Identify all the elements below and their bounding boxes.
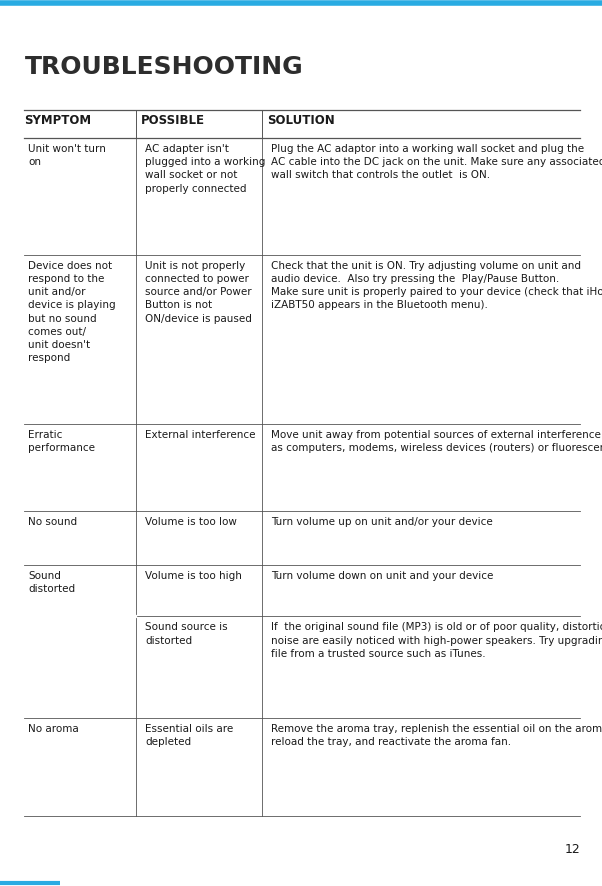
Bar — [24, 615, 136, 618]
Text: Turn volume up on unit and/or your device: Turn volume up on unit and/or your devic… — [271, 517, 493, 527]
Text: SOLUTION: SOLUTION — [267, 114, 335, 127]
Text: External interference: External interference — [145, 431, 255, 440]
Text: AC adapter isn't
plugged into a working
wall socket or not
properly connected: AC adapter isn't plugged into a working … — [145, 144, 265, 194]
Text: Volume is too low: Volume is too low — [145, 517, 237, 527]
Text: Sound
distorted: Sound distorted — [28, 571, 75, 595]
Text: Essential oils are
depleted: Essential oils are depleted — [145, 724, 233, 747]
Text: POSSIBLE: POSSIBLE — [141, 114, 205, 127]
Text: Plug the AC adaptor into a working wall socket and plug the
AC cable into the DC: Plug the AC adaptor into a working wall … — [271, 144, 602, 181]
Text: Erratic
performance: Erratic performance — [28, 431, 95, 454]
Text: Check that the unit is ON. Try adjusting volume on unit and
audio device.  Also : Check that the unit is ON. Try adjusting… — [271, 260, 602, 310]
Text: Unit is not properly
connected to power
source and/or Power
Button is not
ON/dev: Unit is not properly connected to power … — [145, 260, 252, 323]
Text: Sound source is
distorted: Sound source is distorted — [145, 622, 228, 646]
Text: Move unit away from potential sources of external interference such
as computers: Move unit away from potential sources of… — [271, 431, 602, 454]
Text: No aroma: No aroma — [28, 724, 79, 734]
Text: No sound: No sound — [28, 517, 77, 527]
Text: 12: 12 — [564, 843, 580, 856]
Text: Turn volume down on unit and your device: Turn volume down on unit and your device — [271, 571, 494, 581]
Text: Device does not
respond to the
unit and/or
device is playing
but no sound
comes : Device does not respond to the unit and/… — [28, 260, 116, 363]
Text: TROUBLESHOOTING: TROUBLESHOOTING — [25, 55, 304, 79]
Text: SYMPTOM: SYMPTOM — [24, 114, 91, 127]
Text: Volume is too high: Volume is too high — [145, 571, 242, 581]
Text: Remove the aroma tray, replenish the essential oil on the aroma pad,
reload the : Remove the aroma tray, replenish the ess… — [271, 724, 602, 747]
Text: Unit won't turn
on: Unit won't turn on — [28, 144, 106, 167]
Text: If  the original sound file (MP3) is old or of poor quality, distortion and
nois: If the original sound file (MP3) is old … — [271, 622, 602, 659]
